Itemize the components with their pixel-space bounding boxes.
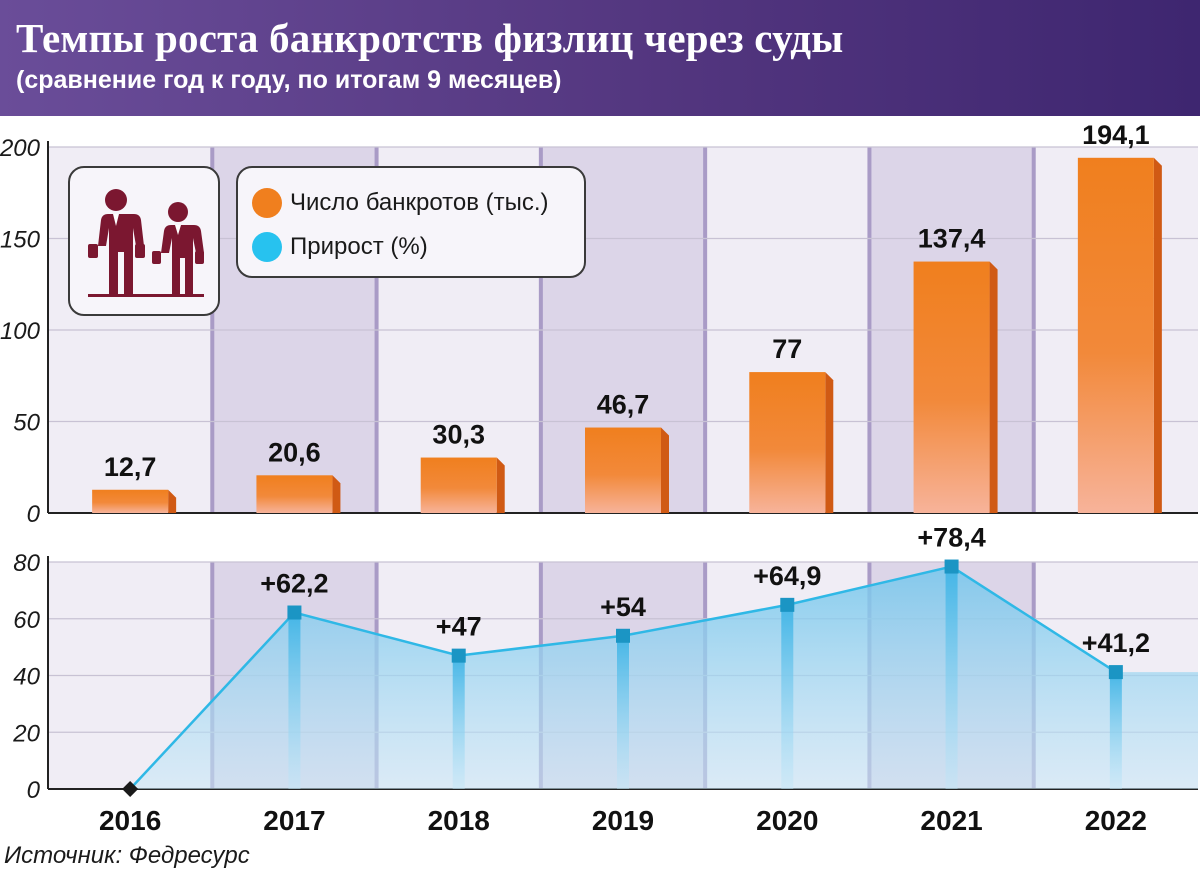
bar: [256, 475, 333, 513]
bar: [913, 261, 990, 513]
bar-value-label: 137,4: [918, 224, 986, 254]
bar-side: [989, 261, 998, 513]
growth-marker: [122, 781, 139, 797]
legend-item-count: Число банкротов (тыс.): [252, 188, 549, 218]
bar: [92, 489, 169, 513]
growth-pillar: [945, 566, 958, 789]
bar-side: [825, 372, 834, 513]
growth-pillar: [452, 655, 465, 789]
y-tick-label: 0: [27, 777, 41, 804]
x-tick-label: 2017: [263, 805, 325, 836]
bar: [420, 457, 497, 513]
x-tick-label: 2021: [920, 805, 982, 836]
y-tick-label: 40: [13, 664, 40, 691]
bar: [749, 372, 826, 513]
source-note: Источник: Федресурс: [4, 842, 250, 869]
growth-value-label: +62,2: [260, 569, 328, 599]
growth-value-label: +41,2: [1082, 628, 1150, 658]
bar-value-label: 30,3: [432, 420, 485, 450]
growth-marker: [616, 628, 630, 643]
bar-side: [1153, 157, 1162, 513]
bar: [585, 427, 661, 513]
growth-marker: [780, 597, 795, 612]
bar-side: [496, 457, 505, 513]
x-tick-label: 2022: [1085, 805, 1147, 836]
growth-value-label: +64,9: [753, 561, 821, 591]
bar-value-label: 20,6: [268, 437, 321, 467]
growth-value-label: +54: [600, 592, 646, 622]
legend-label-count: Число банкротов (тыс.): [290, 189, 549, 216]
bar-side: [168, 489, 177, 513]
y-tick-label: 0: [27, 501, 41, 528]
growth-marker: [451, 648, 466, 663]
legend-swatch-orange-icon: [252, 188, 282, 218]
bar-value-label: 46,7: [597, 390, 650, 420]
chart-title: Темпы роста банкротств физлиц через суды: [16, 15, 844, 61]
bar-value-label: 77: [772, 334, 802, 364]
growth-value-label: +47: [436, 612, 482, 642]
growth-pillar: [617, 635, 629, 789]
growth-value-label: +78,4: [917, 523, 985, 553]
y-tick-label: 150: [0, 227, 41, 254]
legend-item-growth: Прирост (%): [252, 232, 428, 262]
growth-marker: [1108, 665, 1123, 680]
chart-subtitle: (сравнение год к году, по итогам 9 месяц…: [16, 66, 562, 94]
bar-value-label: 12,7: [104, 452, 157, 482]
x-tick-label: 2020: [756, 805, 818, 836]
x-tick-label: 2019: [592, 805, 654, 836]
legend-label-growth: Прирост (%): [290, 233, 428, 260]
y-tick-label: 20: [12, 720, 40, 747]
bar-side: [661, 427, 669, 513]
legend-swatch-blue-icon: [252, 232, 282, 262]
growth-marker: [944, 559, 959, 574]
growth-pillar: [1109, 672, 1122, 789]
growth-marker: [287, 605, 302, 620]
bankrupt-people-icon: [88, 189, 204, 297]
y-tick-label: 80: [13, 550, 40, 577]
growth-pillar: [781, 604, 794, 789]
x-tick-label: 2018: [428, 805, 490, 836]
y-tick-label: 200: [0, 135, 41, 162]
growth-pillar: [288, 612, 301, 789]
legend: Число банкротов (тыс.) Прирост (%): [236, 166, 586, 278]
chart-header: Темпы роста банкротств физлиц через суды…: [0, 0, 1200, 116]
bar-value-label: 194,1: [1082, 120, 1150, 150]
y-tick-label: 100: [0, 318, 41, 345]
y-tick-label: 60: [13, 607, 40, 634]
growth-area: [130, 566, 1199, 789]
bar-side: [332, 475, 341, 513]
x-tick-label: 2016: [99, 805, 161, 836]
bar: [1077, 157, 1154, 513]
illustration-box: [68, 166, 220, 316]
y-tick-label: 50: [13, 410, 40, 437]
